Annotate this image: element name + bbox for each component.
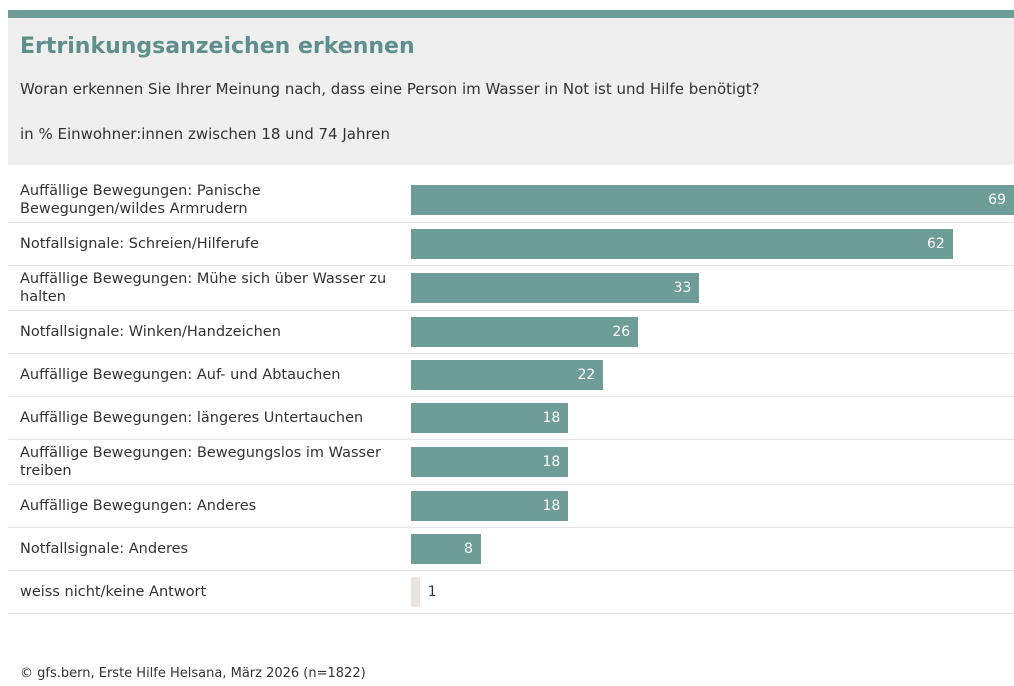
bar-area: 1 bbox=[411, 577, 1014, 607]
value-label: 33 bbox=[673, 280, 692, 296]
category-label: Auffällige Bewegungen: Auf- und Abtauche… bbox=[20, 367, 341, 383]
value-label: 18 bbox=[542, 498, 561, 514]
bar bbox=[411, 447, 569, 477]
bar-area: 18 bbox=[411, 447, 1014, 477]
bar-row: weiss nicht/keine Antwort 1 bbox=[8, 571, 1014, 614]
bar-area: 22 bbox=[411, 360, 1014, 390]
value-label: 62 bbox=[927, 236, 945, 252]
category-label: Auffällige Bewegungen: Bewegungslos im W… bbox=[20, 445, 381, 479]
bar-row: Notfallsignale: Schreien/Hilferufe 62 bbox=[8, 223, 1014, 266]
bar-area: 18 bbox=[411, 491, 1014, 521]
category-label: Notfallsignale: Schreien/Hilferufe bbox=[20, 236, 259, 252]
category-label: Auffällige Bewegungen: Anderes bbox=[20, 498, 257, 514]
category-label: Notfallsignale: Anderes bbox=[20, 541, 189, 557]
bar-area: 69 bbox=[411, 185, 1014, 215]
bar-row: Auffällige Bewegungen: Bewegungslos im W… bbox=[8, 440, 1014, 485]
source: © gfs.bern, Erste Hilfe Helsana, März 20… bbox=[20, 666, 366, 681]
bar-area: 18 bbox=[411, 403, 1014, 433]
category-label: Notfallsignale: Winken/Handzeichen bbox=[20, 324, 281, 340]
bar bbox=[411, 229, 953, 259]
bar-row: Notfallsignale: Anderes 8 bbox=[8, 528, 1014, 571]
bar-row: Auffällige Bewegungen: Anderes 18 bbox=[8, 485, 1014, 528]
value-label: 8 bbox=[464, 541, 473, 557]
category-label: Auffällige Bewegungen: Mühe sich über Wa… bbox=[20, 271, 387, 305]
category-label: Auffällige Bewegungen: längeres Untertau… bbox=[20, 410, 364, 426]
bar-row: Auffällige Bewegungen: längeres Untertau… bbox=[8, 397, 1014, 440]
bar-row: Auffällige Bewegungen: Mühe sich über Wa… bbox=[8, 266, 1014, 311]
bar-row: Notfallsignale: Winken/Handzeichen 26 bbox=[8, 311, 1014, 354]
bar bbox=[411, 403, 569, 433]
category-label: Auffällige Bewegungen: Panische Bewegung… bbox=[20, 183, 261, 217]
bar bbox=[411, 185, 1014, 215]
chart-subtitle: Woran erkennen Sie Ihrer Meinung nach, d… bbox=[20, 80, 760, 98]
top-stripe bbox=[8, 10, 1014, 18]
bar-row: Auffällige Bewegungen: Panische Bewegung… bbox=[8, 178, 1014, 223]
bar-row: Auffällige Bewegungen: Auf- und Abtauche… bbox=[8, 354, 1014, 397]
bar-rows: Auffällige Bewegungen: Panische Bewegung… bbox=[8, 178, 1014, 614]
value-label: 22 bbox=[577, 367, 596, 383]
value-label: 1 bbox=[427, 584, 437, 600]
bar-area: 8 bbox=[411, 534, 1014, 564]
bar bbox=[411, 534, 481, 564]
value-label: 26 bbox=[612, 324, 631, 340]
bar-area: 26 bbox=[411, 317, 1014, 347]
bar-area: 62 bbox=[411, 229, 1014, 259]
bar bbox=[411, 273, 700, 303]
value-label: 18 bbox=[542, 454, 561, 470]
bar bbox=[411, 360, 604, 390]
bar bbox=[411, 491, 569, 521]
value-label: 18 bbox=[542, 410, 561, 426]
value-label: 69 bbox=[988, 192, 1006, 208]
header: Ertrinkungsanzeichen erkennen Woran erke… bbox=[8, 18, 1014, 165]
bar-area: 33 bbox=[411, 273, 1014, 303]
category-label: weiss nicht/keine Antwort bbox=[20, 584, 207, 600]
bar bbox=[411, 577, 420, 607]
bar bbox=[411, 317, 639, 347]
chart-note: in % Einwohner:innen zwischen 18 und 74 … bbox=[20, 125, 391, 143]
chart-title: Ertrinkungsanzeichen erkennen bbox=[20, 34, 415, 59]
